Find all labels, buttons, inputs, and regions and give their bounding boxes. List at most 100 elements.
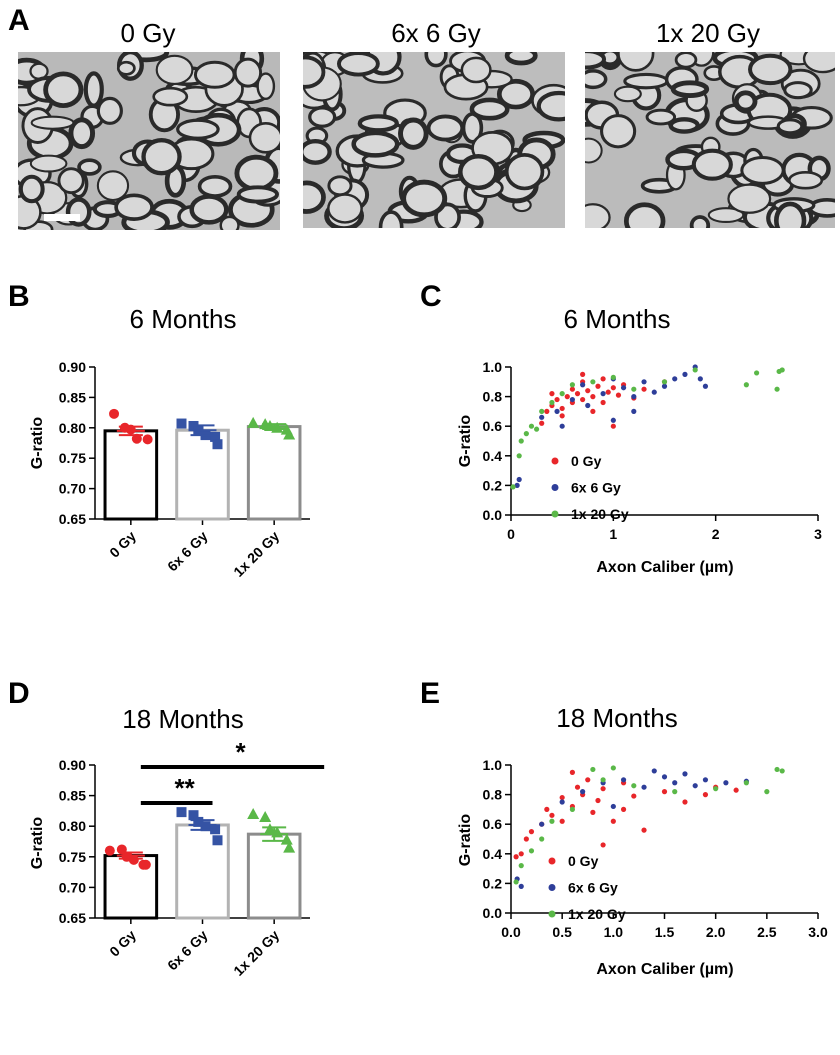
data-point xyxy=(620,806,627,813)
y-tick-label: 0.0 xyxy=(483,507,503,523)
data-point xyxy=(210,824,221,835)
axon xyxy=(233,57,263,88)
data-point xyxy=(631,793,637,799)
data-point xyxy=(585,777,591,783)
x-tick-label: 0.5 xyxy=(552,924,572,940)
axon xyxy=(18,174,45,204)
y-tick-label: 1.0 xyxy=(483,757,503,773)
image-title: 1x 20 Gy xyxy=(656,18,760,48)
data-point xyxy=(585,388,591,394)
data-point xyxy=(580,382,586,388)
legend-marker xyxy=(548,857,556,865)
x-axis-label: Axon Caliber (µm) xyxy=(596,559,733,576)
axon xyxy=(351,130,400,158)
axon xyxy=(689,215,711,228)
axon xyxy=(197,174,233,198)
y-axis-label: G-ratio xyxy=(29,817,46,870)
legend-label: 6x 6 Gy xyxy=(571,480,621,496)
data-point xyxy=(528,848,535,854)
data-point xyxy=(569,769,576,776)
data-point xyxy=(672,780,678,786)
data-point xyxy=(754,370,760,376)
axon xyxy=(727,183,772,214)
y-tick-label: 0.80 xyxy=(59,420,86,436)
data-point xyxy=(140,859,151,870)
data-point xyxy=(610,385,616,391)
axon xyxy=(707,207,745,223)
y-tick-label: 1.0 xyxy=(483,359,503,375)
axon xyxy=(96,170,130,202)
data-point xyxy=(661,383,668,389)
data-point xyxy=(523,836,529,842)
y-tick-label: 0.65 xyxy=(59,910,86,926)
axon xyxy=(68,117,96,150)
data-point xyxy=(580,396,586,403)
axon xyxy=(458,153,499,191)
x-tick-label: 0 Gy xyxy=(106,528,139,561)
data-point xyxy=(631,394,637,400)
data-point xyxy=(600,777,606,783)
data-point xyxy=(610,374,616,380)
axon xyxy=(424,52,448,68)
bar xyxy=(246,425,302,521)
panel-letter: E xyxy=(420,677,440,710)
data-point xyxy=(569,386,576,392)
legend-marker xyxy=(551,484,559,491)
data-point xyxy=(559,818,565,824)
axon xyxy=(585,52,607,70)
data-point xyxy=(259,811,272,823)
data-point xyxy=(549,812,555,818)
data-point xyxy=(559,799,565,805)
axon xyxy=(308,106,337,128)
image-title: 6x 6 Gy xyxy=(391,18,481,48)
data-point xyxy=(142,434,153,445)
y-tick-label: 0.2 xyxy=(483,477,503,493)
axon xyxy=(585,203,611,228)
data-point xyxy=(672,789,678,795)
data-point xyxy=(702,792,709,798)
axon xyxy=(83,71,104,108)
data-point xyxy=(539,408,545,414)
data-point xyxy=(733,787,739,793)
legend-marker xyxy=(551,510,559,518)
data-point xyxy=(559,423,565,429)
data-point xyxy=(539,821,545,827)
axon xyxy=(460,56,492,84)
axon xyxy=(219,215,240,230)
axon xyxy=(623,202,666,228)
y-tick-label: 0.90 xyxy=(59,757,86,773)
x-tick-label: 2.5 xyxy=(757,924,777,940)
axon xyxy=(617,52,655,72)
data-point xyxy=(600,399,606,406)
y-axis-label: G-ratio xyxy=(29,417,46,470)
data-point xyxy=(574,784,581,790)
data-point xyxy=(774,386,780,392)
data-point xyxy=(682,771,688,777)
y-tick-label: 0.6 xyxy=(483,418,503,434)
data-point xyxy=(641,784,647,790)
data-point xyxy=(692,367,698,373)
axon xyxy=(234,154,279,192)
axon xyxy=(691,148,733,181)
axon xyxy=(585,137,603,164)
legend-label: 6x 6 Gy xyxy=(568,880,618,896)
y-tick-label: 0.85 xyxy=(59,788,86,804)
data-point xyxy=(247,807,260,819)
x-tick-label: 2 xyxy=(712,526,720,542)
data-point xyxy=(574,391,581,397)
data-point xyxy=(713,786,719,792)
data-point xyxy=(513,854,519,860)
data-point xyxy=(580,789,586,795)
axon xyxy=(193,60,236,89)
axon xyxy=(378,210,404,228)
data-point xyxy=(518,438,524,444)
data-point xyxy=(764,789,770,795)
data-point xyxy=(513,879,519,885)
data-point xyxy=(590,394,596,400)
axon xyxy=(43,71,84,109)
data-point xyxy=(533,426,540,432)
data-point xyxy=(641,379,647,385)
data-point xyxy=(651,389,657,395)
data-point xyxy=(610,765,616,771)
